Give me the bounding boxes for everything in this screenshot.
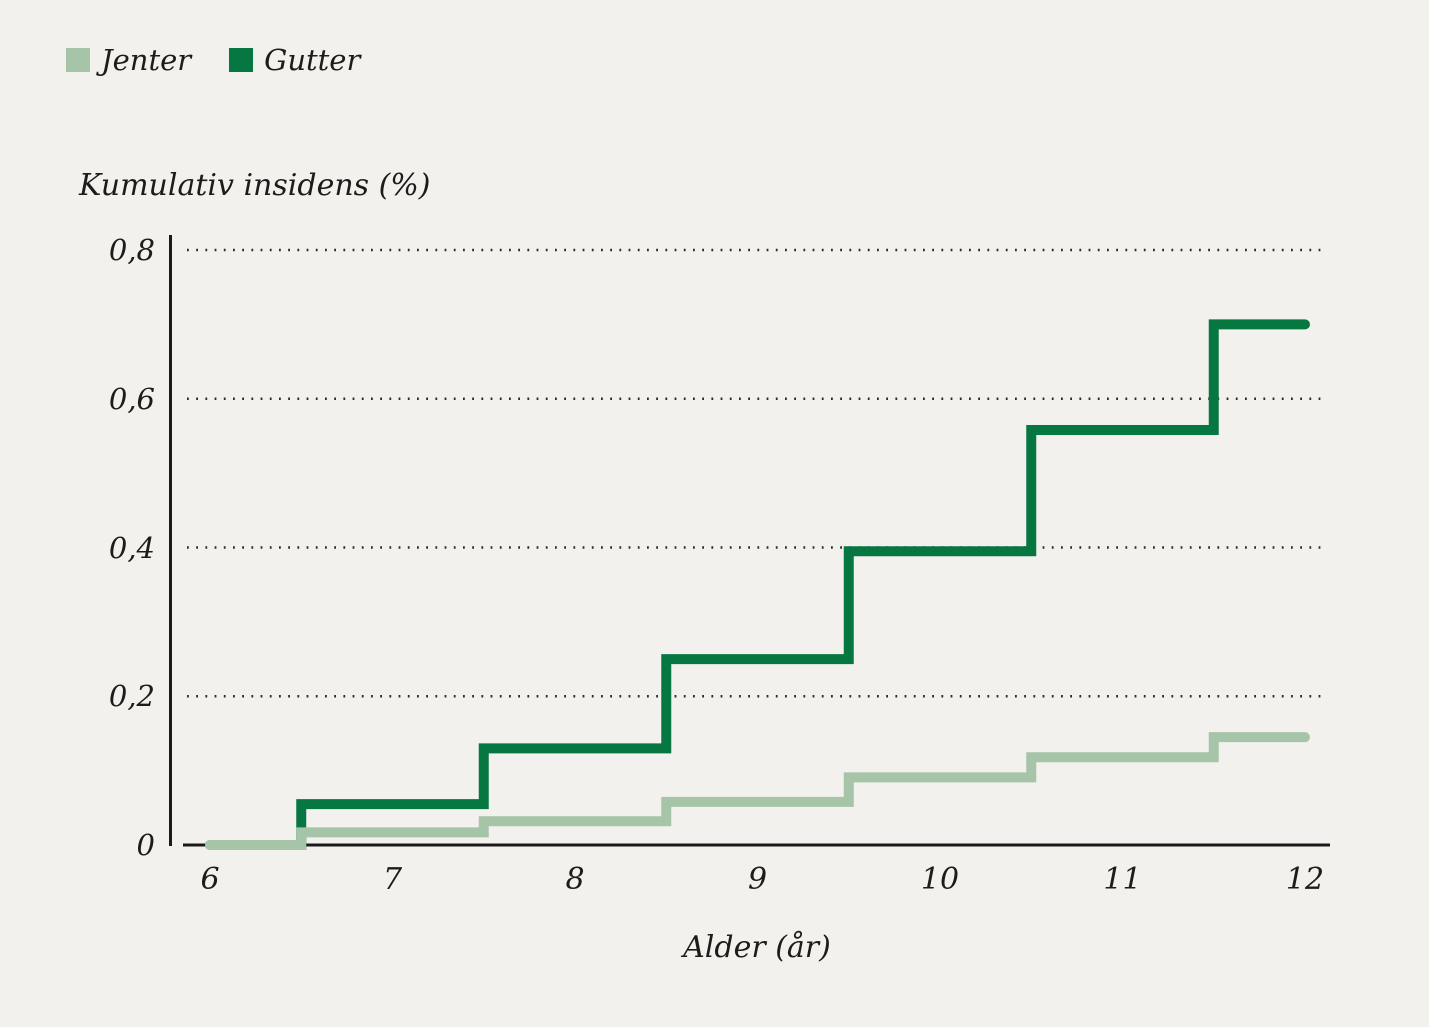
y-tick-label: 0,8: [108, 233, 155, 267]
x-axis-title: Alder (år): [683, 930, 831, 965]
x-tick-label: 8: [565, 862, 585, 897]
x-tick-label: 10: [920, 862, 960, 897]
series-path-gutter: [205, 319, 1310, 850]
x-tick-label: 7: [382, 862, 403, 897]
legend-label-gutter: Gutter: [264, 43, 361, 77]
y-tick-label: 0,4: [108, 530, 155, 565]
legend-item-gutter: Gutter: [229, 44, 360, 75]
y-tick-label: 0: [136, 828, 155, 862]
x-tick-label: 11: [1103, 862, 1142, 897]
x-tick-label: 9: [747, 862, 768, 897]
series-path-jenter: [205, 732, 1310, 850]
jenter-swatch-icon: [66, 47, 90, 72]
gutter-swatch-icon: [229, 47, 254, 72]
x-tick-label: 12: [1285, 862, 1325, 897]
y-tick-label: 0,2: [108, 679, 155, 714]
legend-label-jenter: Jenter: [101, 43, 192, 77]
legend-item-jenter: Jenter: [66, 44, 191, 75]
y-tick-label: 0,6: [108, 381, 155, 416]
legend: Jenter Gutter: [66, 44, 360, 75]
y-axis-title: Kumulativ insidens (%): [79, 168, 431, 203]
x-tick-label: 6: [200, 862, 220, 897]
